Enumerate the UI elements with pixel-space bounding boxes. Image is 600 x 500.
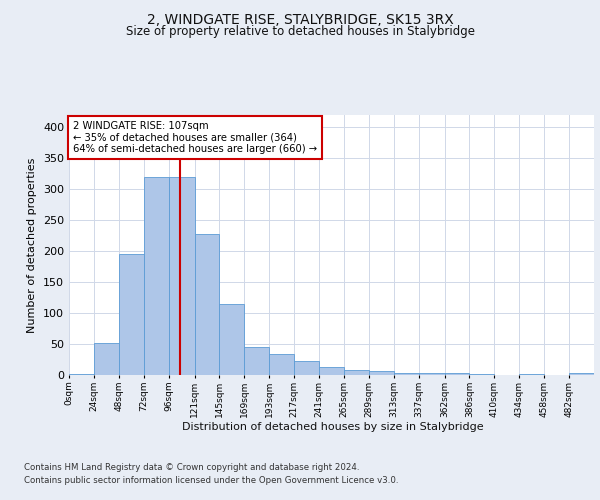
Bar xyxy=(194,234,220,375)
Bar xyxy=(169,177,194,375)
Text: Contains HM Land Registry data © Crown copyright and database right 2024.: Contains HM Land Registry data © Crown c… xyxy=(24,462,359,471)
Bar xyxy=(519,374,544,375)
Text: 2, WINDGATE RISE, STALYBRIDGE, SK15 3RX: 2, WINDGATE RISE, STALYBRIDGE, SK15 3RX xyxy=(146,12,454,26)
Bar xyxy=(94,344,119,375)
Bar xyxy=(319,367,344,375)
Bar xyxy=(344,370,369,375)
Bar xyxy=(69,374,94,375)
Bar xyxy=(220,304,244,375)
Bar xyxy=(369,372,394,375)
Bar xyxy=(569,372,594,375)
Bar xyxy=(469,374,494,375)
Bar xyxy=(144,177,169,375)
Bar xyxy=(294,361,319,375)
Y-axis label: Number of detached properties: Number of detached properties xyxy=(28,158,37,332)
Bar xyxy=(269,354,294,375)
Text: Size of property relative to detached houses in Stalybridge: Size of property relative to detached ho… xyxy=(125,25,475,38)
Bar xyxy=(419,373,445,375)
Text: Contains public sector information licensed under the Open Government Licence v3: Contains public sector information licen… xyxy=(24,476,398,485)
Text: Distribution of detached houses by size in Stalybridge: Distribution of detached houses by size … xyxy=(182,422,484,432)
Bar xyxy=(445,373,469,375)
Bar xyxy=(119,254,144,375)
Bar xyxy=(394,372,419,375)
Bar xyxy=(244,346,269,375)
Text: 2 WINDGATE RISE: 107sqm
← 35% of detached houses are smaller (364)
64% of semi-d: 2 WINDGATE RISE: 107sqm ← 35% of detache… xyxy=(73,121,317,154)
